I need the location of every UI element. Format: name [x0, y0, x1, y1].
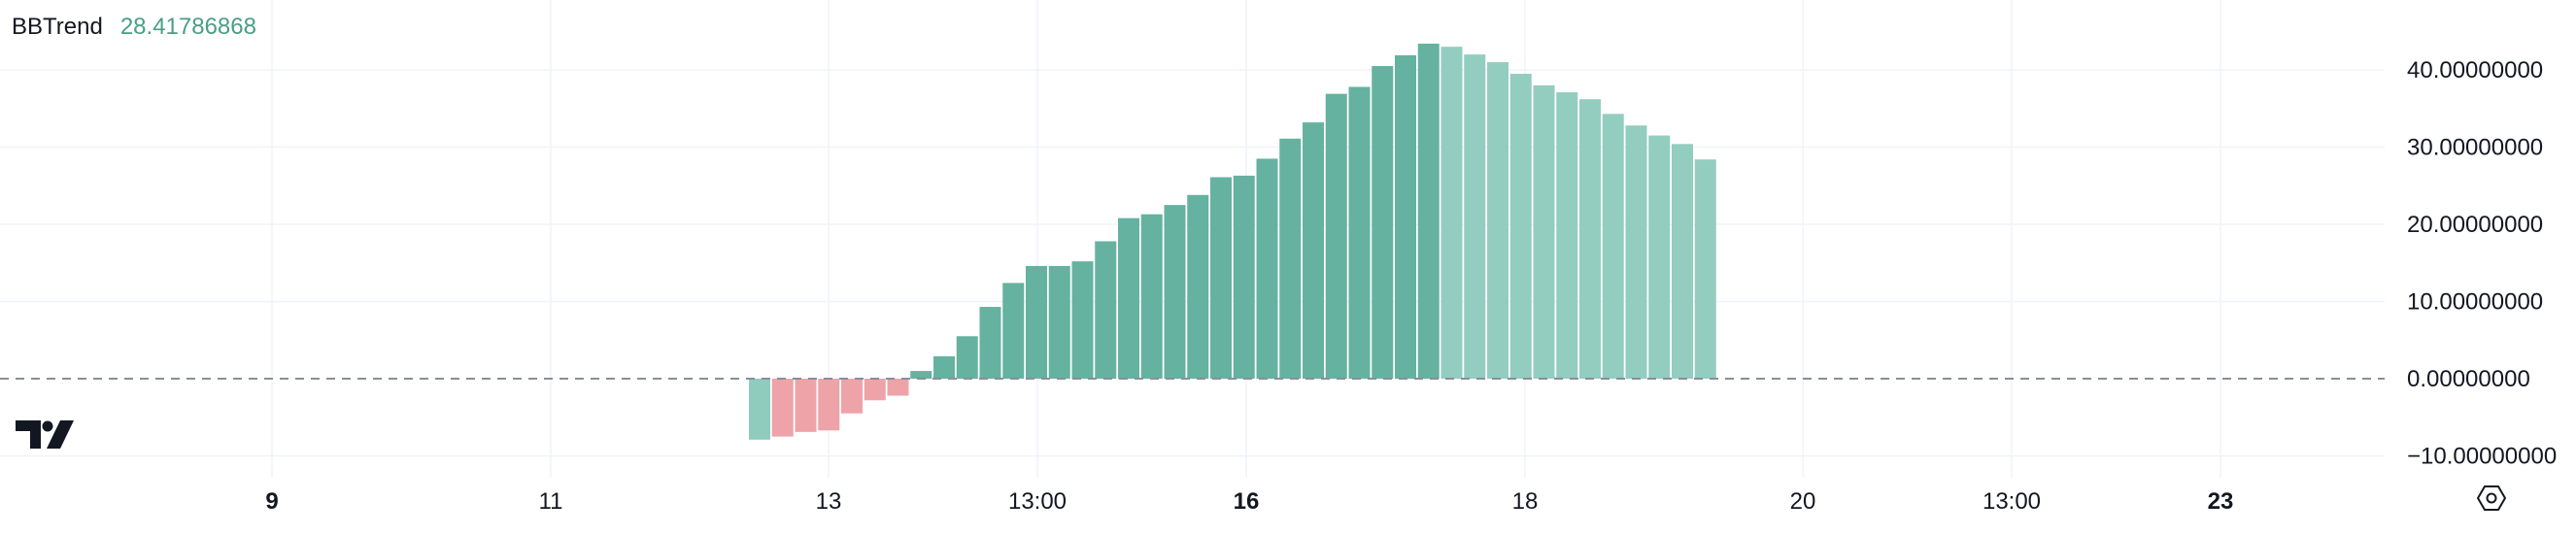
histogram-bar — [1256, 158, 1278, 379]
histogram-bar — [1095, 241, 1117, 379]
histogram-bar — [1533, 84, 1555, 380]
indicator-title[interactable]: BBTrend — [12, 14, 103, 40]
y-tick-label: 0.00000000 — [2407, 366, 2530, 392]
histogram-bar — [1417, 43, 1440, 379]
y-tick-label: 10.00000000 — [2407, 289, 2543, 316]
histogram-bar — [1395, 54, 1416, 380]
histogram-bar — [795, 379, 817, 432]
histogram-bar — [1026, 265, 1047, 379]
histogram-bar — [1140, 214, 1163, 379]
histogram-bar — [1672, 144, 1693, 379]
histogram-bar — [749, 379, 770, 440]
histogram-bar — [1118, 217, 1139, 379]
y-axis[interactable]: 40.00000000 30.00000000 20.00000000 10.0000… — [2407, 57, 2557, 470]
histogram-bar — [956, 336, 978, 379]
y-tick-label: −10.00000000 — [2407, 444, 2557, 470]
histogram-bar — [818, 379, 840, 431]
x-tick-label: 20 — [1790, 488, 1816, 515]
histogram-bar — [841, 379, 863, 414]
x-tick-label: 13:00 — [1008, 488, 1067, 515]
histogram-bar — [1579, 99, 1601, 380]
x-tick-label: 18 — [1512, 488, 1539, 515]
histogram-bar — [1441, 47, 1463, 380]
histogram-bar — [979, 307, 1001, 379]
x-tick-label: 13:00 — [1983, 488, 2041, 515]
histogram-bar — [1602, 114, 1624, 379]
histogram-bars — [749, 43, 1716, 440]
x-tick-label: 9 — [265, 488, 278, 515]
histogram-bar — [1464, 54, 1486, 379]
histogram-bar — [1279, 138, 1302, 379]
histogram-bar — [771, 379, 794, 437]
histogram-bar — [1694, 159, 1716, 379]
histogram-bar — [1509, 73, 1532, 379]
x-axis[interactable]: 9 11 13 13:00 16 18 20 13:00 23 — [265, 488, 2233, 515]
histogram-bar — [1556, 92, 1578, 380]
histogram-bar — [1002, 283, 1025, 379]
chart-settings-icon[interactable] — [2476, 484, 2507, 518]
y-tick-label: 40.00000000 — [2407, 57, 2543, 84]
histogram-bar — [1187, 194, 1209, 379]
histogram-bar — [910, 371, 932, 379]
histogram-bar — [1348, 86, 1371, 380]
histogram-bar — [1233, 175, 1255, 379]
y-tick-label: 30.00000000 — [2407, 135, 2543, 161]
histogram-bar — [1303, 122, 1324, 379]
tradingview-logo-icon[interactable] — [16, 420, 78, 454]
indicator-legend[interactable]: BBTrend 28.41786868 — [12, 14, 256, 41]
x-tick-label: 23 — [2208, 488, 2234, 515]
x-tick-label: 16 — [1234, 488, 1260, 515]
histogram-bar — [1325, 93, 1347, 380]
y-tick-label: 20.00000000 — [2407, 212, 2543, 238]
x-tick-label: 13 — [816, 488, 842, 515]
histogram-bar — [887, 379, 909, 396]
histogram-bar — [1487, 62, 1508, 380]
histogram-bar — [1164, 205, 1186, 379]
histogram-bar — [1625, 125, 1647, 380]
histogram-bar — [864, 379, 886, 401]
histogram-bar — [1648, 135, 1671, 379]
indicator-value: 28.41786868 — [119, 14, 256, 40]
histogram-bar — [1210, 177, 1232, 379]
x-tick-label: 11 — [539, 488, 563, 515]
histogram-bar — [1048, 265, 1070, 379]
histogram-bar — [1071, 261, 1094, 379]
histogram-bar — [1372, 66, 1394, 380]
histogram-bar — [933, 355, 955, 379]
